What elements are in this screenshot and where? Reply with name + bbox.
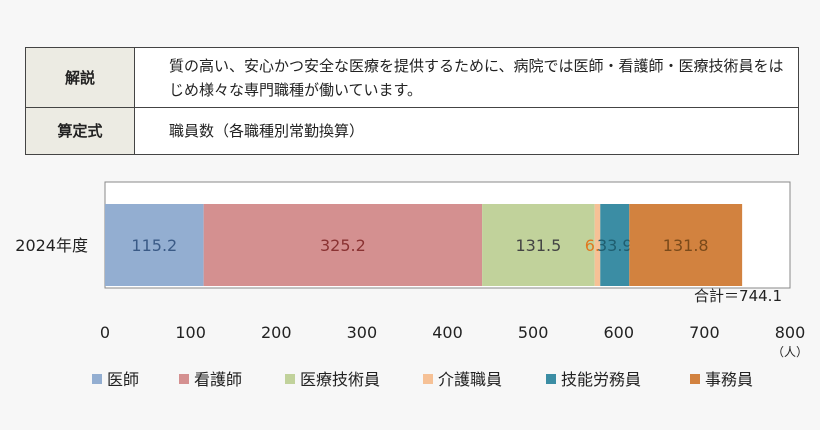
legend-swatch [179, 374, 189, 384]
x-tick-label: 700 [689, 323, 720, 342]
legend-swatch [690, 374, 700, 384]
explanation-header: 解説 [25, 47, 135, 108]
data-label: 33.9 [597, 236, 633, 255]
formula-row: 算定式 職員数（各職種別常勤換算） [25, 107, 799, 155]
formula-header: 算定式 [25, 107, 135, 155]
data-label: 131.8 [663, 236, 709, 255]
bar-segment [203, 204, 483, 286]
x-tick-label: 100 [175, 323, 206, 342]
legend-label: 介護職員 [438, 370, 502, 389]
x-tick-label: 200 [261, 323, 292, 342]
formula-text: 職員数（各職種別常勤換算） [134, 107, 799, 155]
legend-label: 事務員 [705, 370, 753, 389]
legend-swatch [423, 374, 433, 384]
legend-swatch [92, 374, 102, 384]
staff-stacked-bar-chart: 115.2 325.2 131.5 6.533.9 131.82024年度合計＝744.… [15, 181, 808, 389]
x-tick-label: 500 [518, 323, 549, 342]
bar-segment [105, 204, 204, 286]
x-tick-label: 400 [432, 323, 463, 342]
legend-swatch [546, 374, 556, 384]
bar-segment [600, 204, 630, 286]
legend-label: 医師 [107, 370, 139, 389]
data-label: 131.5 [515, 236, 561, 255]
data-label: 115.2 [131, 236, 177, 255]
x-unit-label: （人） [772, 345, 808, 359]
total-label: 合計＝744.1 [694, 287, 782, 305]
data-label: 325.2 [320, 236, 366, 255]
bar-segment [594, 204, 601, 286]
x-tick-label: 600 [603, 323, 634, 342]
category-label: 2024年度 [15, 236, 88, 255]
bar-segment [629, 204, 743, 286]
x-tick-label: 300 [347, 323, 378, 342]
bar-segment [482, 204, 595, 286]
x-tick-label: 800 [775, 323, 806, 342]
legend-label: 医療技術員 [300, 370, 380, 389]
legend-swatch [285, 374, 295, 384]
info-table: 解説 質の高い、安心かつ安全な医療を提供するために、病院では医師・看護師・医療技… [25, 47, 799, 155]
explanation-row: 解説 質の高い、安心かつ安全な医療を提供するために、病院では医師・看護師・医療技… [25, 47, 799, 108]
legend-label: 技能労務員 [561, 370, 641, 389]
x-tick-label: 0 [100, 323, 110, 342]
legend-label: 看護師 [194, 370, 242, 389]
explanation-text: 質の高い、安心かつ安全な医療を提供するために、病院では医師・看護師・医療技術員を… [134, 47, 799, 108]
